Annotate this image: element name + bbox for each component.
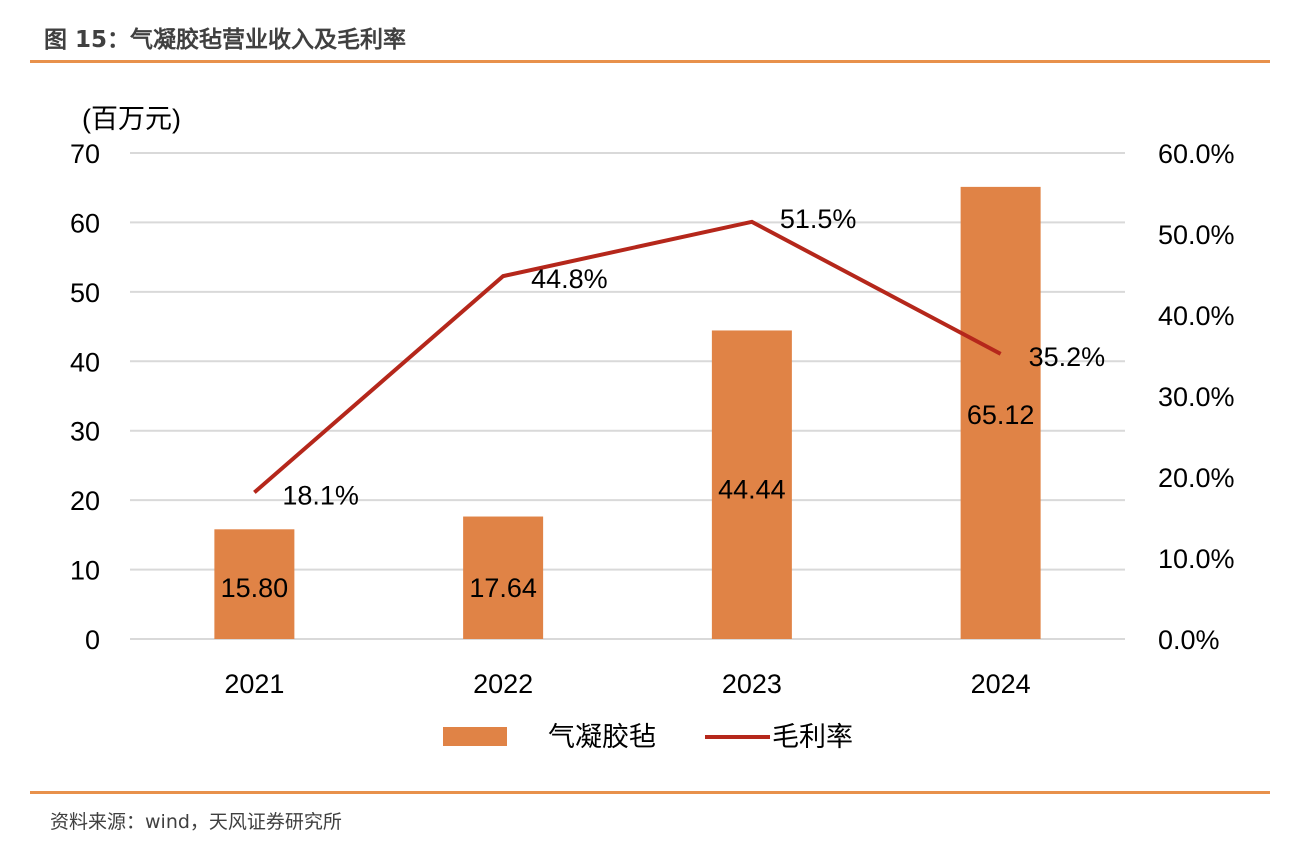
legend-bar-swatch xyxy=(443,727,507,746)
left-axis-unit: (百万元) xyxy=(82,104,181,134)
x-tick-label: 2022 xyxy=(473,669,533,699)
x-tick-label: 2021 xyxy=(224,669,284,699)
x-tick-label: 2023 xyxy=(722,669,782,699)
figure-title: 图 15：气凝胶毡营业收入及毛利率 xyxy=(44,27,407,53)
bar-data-label: 44.44 xyxy=(718,474,786,504)
legend-bar-label: 气凝胶毡 xyxy=(548,722,656,752)
left-tick-label: 50 xyxy=(70,278,100,308)
bar xyxy=(711,330,792,639)
line-data-label: 44.8% xyxy=(531,264,608,294)
line-data-label: 18.1% xyxy=(282,480,359,510)
legend-line-label: 毛利率 xyxy=(772,722,853,752)
bar-data-label: 17.64 xyxy=(469,573,537,603)
x-tick-label: 2024 xyxy=(971,669,1031,699)
left-tick-label: 40 xyxy=(70,347,100,377)
bar xyxy=(960,186,1041,639)
bar-data-label: 65.12 xyxy=(967,400,1035,430)
right-tick-label: 50.0% xyxy=(1158,220,1235,250)
bar xyxy=(463,516,544,639)
left-tick-label: 70 xyxy=(70,139,100,169)
bar xyxy=(214,529,295,639)
right-tick-label: 30.0% xyxy=(1158,382,1235,412)
left-tick-label: 0 xyxy=(85,625,100,655)
left-tick-label: 30 xyxy=(70,417,100,447)
line-data-label: 35.2% xyxy=(1029,342,1106,372)
left-tick-label: 20 xyxy=(70,486,100,516)
line-data-label: 51.5% xyxy=(780,204,857,234)
source-note: 资料来源：wind，天风证券研究所 xyxy=(50,811,342,833)
right-tick-label: 10.0% xyxy=(1158,544,1235,574)
top-divider xyxy=(30,60,1270,63)
bottom-divider xyxy=(30,791,1270,794)
right-tick-label: 40.0% xyxy=(1158,301,1235,331)
right-tick-label: 60.0% xyxy=(1158,139,1235,169)
right-tick-label: 20.0% xyxy=(1158,463,1235,493)
margin-line xyxy=(253,219,1002,494)
right-tick-label: 0.0% xyxy=(1158,625,1220,655)
left-tick-label: 60 xyxy=(70,208,100,238)
left-tick-label: 10 xyxy=(70,556,100,586)
bar-data-label: 15.80 xyxy=(221,573,289,603)
